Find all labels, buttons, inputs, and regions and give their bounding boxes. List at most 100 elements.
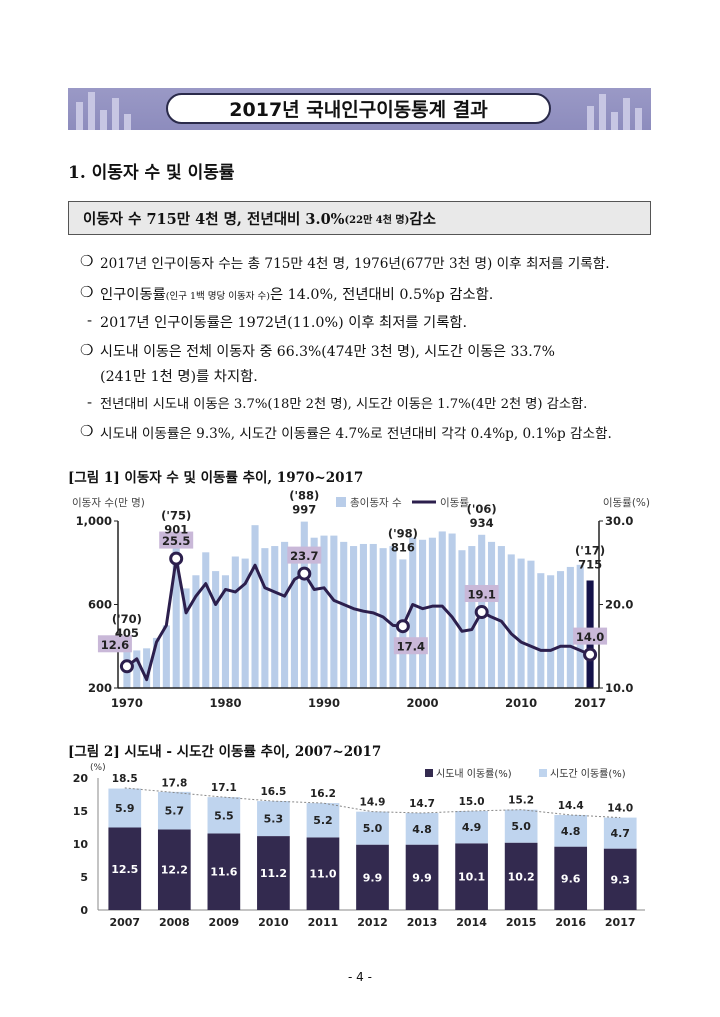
bar-inner <box>455 843 488 910</box>
total-label: 15.0 <box>459 796 485 808</box>
inner-value-label: 10.2 <box>508 870 535 883</box>
bullet-text: 2017년 인구이동률은 1972년(11.0%) 이후 최저를 기록함. <box>100 315 468 331</box>
rate-label: 19.1 <box>467 588 495 602</box>
inner-value-label: 12.2 <box>161 864 188 877</box>
inner-value-label: 9.9 <box>363 871 383 884</box>
rate-marker <box>474 605 489 620</box>
figure2-title: [그림 2] 시도내 - 시도간 이동률 추이, 2007~2017 <box>68 744 382 760</box>
bar <box>152 637 161 688</box>
bar <box>428 537 436 688</box>
bar-inner <box>306 837 340 910</box>
legend-label-outer: 시도간 이동률(%) <box>550 768 626 780</box>
bar-inner <box>554 846 588 910</box>
x-tick-label: 2009 <box>209 916 240 929</box>
right-axis-label: 이동률(%) <box>603 497 650 509</box>
bullet-marker: ❍ <box>80 341 94 359</box>
bar-outer <box>157 791 191 830</box>
rate-label: 12.6 <box>101 638 129 652</box>
left-axis-label: 이동자 수(만 명) <box>72 497 145 509</box>
y-tick-label: 20 <box>73 772 89 785</box>
count-year-label: ('70) <box>112 612 142 626</box>
inner-value-label: 11.6 <box>210 866 237 879</box>
bullet-text: 인구이동률(인구 1백 명당 이동자 수)은 14.0%, 전년대비 0.5%p… <box>100 283 493 304</box>
bar <box>419 539 427 688</box>
bar <box>143 648 151 688</box>
total-label: 17.8 <box>161 778 187 790</box>
bar <box>281 541 289 688</box>
bar <box>350 546 358 688</box>
x-tick-label: 1990 <box>308 696 340 710</box>
bar <box>241 558 249 688</box>
x-tick-label: 2011 <box>308 916 339 929</box>
inner-value-label: 11.0 <box>309 868 336 881</box>
bar-outer <box>108 788 142 828</box>
bar <box>359 543 367 688</box>
rate-label-bg <box>464 585 499 603</box>
total-label: 14.4 <box>558 800 584 812</box>
bar-inner <box>257 836 290 910</box>
count-year-label: ('06) <box>467 502 497 516</box>
bullet-text: 2017년 인구이동자 수는 총 715만 4천 명, 1976년(677만 3… <box>100 256 610 272</box>
outer-value-label: 5.0 <box>511 820 531 833</box>
total-label: 15.2 <box>508 795 534 807</box>
bar <box>409 537 417 688</box>
legend-label-inner: 시도내 이동률(%) <box>436 768 512 780</box>
bar-outer <box>306 803 340 838</box>
x-tick-label: 2013 <box>407 916 438 929</box>
x-tick-label: 2008 <box>159 916 190 929</box>
bar <box>212 571 220 688</box>
bar <box>458 550 466 688</box>
total-label: 16.5 <box>260 786 286 798</box>
total-label: 14.0 <box>607 803 633 815</box>
bar <box>330 535 338 688</box>
bullet-text-cont: (241만 1천 명)를 차지함. <box>100 369 258 385</box>
unit-label: (%) <box>90 763 106 773</box>
count-value-label: 715 <box>578 557 602 571</box>
outer-value-label: 5.3 <box>264 813 284 826</box>
legend-label-bar: 총이동자 수 <box>350 497 402 509</box>
inner-value-label: 11.2 <box>260 867 287 880</box>
bullet-marker: ❍ <box>80 252 94 270</box>
bullet-marker: ❍ <box>80 283 94 301</box>
x-tick-label: 1970 <box>111 696 143 710</box>
banner-decoration-left <box>76 92 131 130</box>
rate-label-bg <box>393 637 428 655</box>
count-value-label: 997 <box>292 503 316 517</box>
summary-small: (22만 4천 명) <box>344 214 410 226</box>
legend-swatch-bar <box>336 497 346 507</box>
bullet-pre: 인구이동률 <box>100 287 166 303</box>
figure1-title: [그림 1] 이동자 수 및 이동률 추이, 1970~2017 <box>68 470 364 486</box>
legend-swatch-inner <box>425 769 433 777</box>
bar <box>468 546 476 688</box>
summary-main: 이동자 수 715만 4천 명, 전년대비 3.0% <box>83 210 345 228</box>
bar-inner <box>405 844 439 910</box>
outer-value-label: 5.5 <box>214 809 234 822</box>
outer-value-label: 4.8 <box>412 823 432 836</box>
bar-inner <box>207 833 241 910</box>
bar <box>527 560 535 688</box>
figure2-chart: (%) 0 5 10 15 20 시도내 이동률(%) 시도간 이동률(%) 12.5 5.9 18… <box>73 763 645 929</box>
bar-inner <box>356 844 389 910</box>
rate-label: 25.5 <box>162 534 190 548</box>
bar <box>162 625 170 688</box>
rate-line <box>126 557 591 682</box>
title-banner: 2017년 국내인구이동통계 결과 <box>68 88 651 130</box>
bar-outer <box>257 801 290 837</box>
bar-inner <box>157 829 191 910</box>
x-tick-label: 2015 <box>506 916 537 929</box>
total-label: 14.9 <box>360 797 386 809</box>
count-value-label: 816 <box>391 540 415 554</box>
inner-value-label: 10.1 <box>458 871 485 884</box>
x-tick-label: 2012 <box>357 916 388 929</box>
dash-marker: - <box>87 311 93 329</box>
bar <box>202 552 210 688</box>
section-heading: 1. 이동자 수 및 이동률 <box>68 163 235 183</box>
x-tick-label: 2010 <box>505 696 537 710</box>
count-value-label: 934 <box>470 516 494 530</box>
bullet-post: 은 14.0%, 전년대비 0.5%p 감소함. <box>269 287 494 303</box>
dash-marker: - <box>87 393 93 411</box>
rate-label-bg <box>97 635 132 653</box>
bar <box>517 558 525 688</box>
inner-value-label: 9.6 <box>561 872 581 885</box>
rate-label-bg <box>159 531 194 549</box>
